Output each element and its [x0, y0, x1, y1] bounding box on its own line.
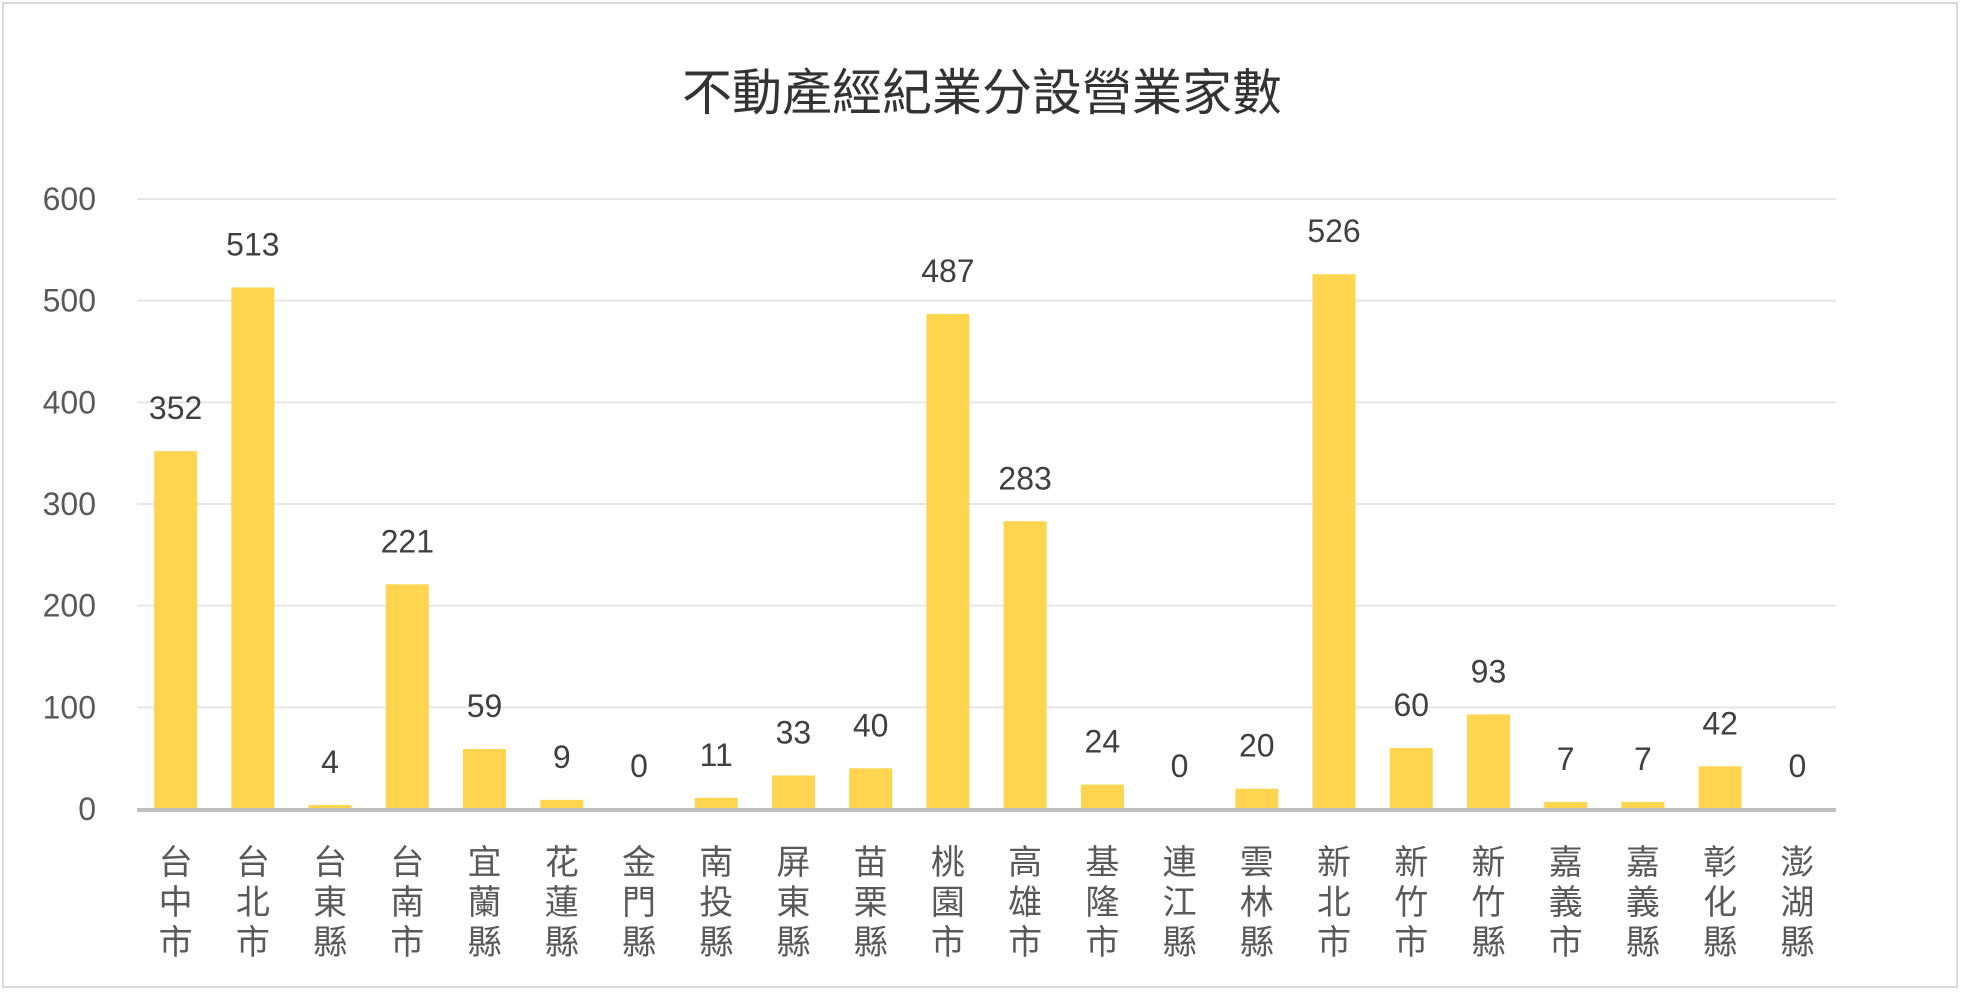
data-label: 221: [381, 523, 434, 559]
bar: [1003, 521, 1047, 809]
data-labels: 352 513 4 221 59 9 0 11 33 40 487 283 24 0 20 526 60 93 7 7…: [149, 213, 1806, 784]
x-tick-label: 嘉義市: [1549, 843, 1583, 963]
x-tick-label: 新竹縣: [1471, 843, 1505, 963]
y-tick-label: 100: [43, 689, 96, 725]
data-label: 487: [921, 253, 974, 289]
x-tick-label: 高雄市: [1008, 843, 1042, 963]
data-label: 59: [467, 688, 503, 724]
bars: [154, 274, 1742, 809]
x-tick-label: 宜蘭縣: [468, 843, 502, 963]
data-label: 93: [1471, 653, 1507, 689]
data-label: 526: [1307, 213, 1360, 249]
y-tick-label: 500: [43, 283, 96, 319]
data-label: 42: [1702, 705, 1738, 741]
bar: [849, 768, 893, 809]
x-tick-label: 雲林縣: [1240, 843, 1274, 963]
data-label: 24: [1085, 724, 1121, 760]
y-tick-label: 200: [43, 588, 96, 624]
bar: [1235, 788, 1279, 809]
x-tick-label: 台北市: [236, 843, 270, 963]
bar: [1312, 274, 1356, 809]
bar: [1544, 801, 1588, 809]
bar: [771, 775, 815, 809]
x-tick-label: 嘉義縣: [1626, 843, 1660, 963]
bar: [1698, 766, 1742, 809]
bar: [1466, 714, 1510, 809]
x-tick-label: 澎湖縣: [1780, 843, 1814, 963]
x-tick-label: 台南市: [390, 843, 424, 963]
y-axis-ticks: 0 100 200 300 400 500 600: [43, 181, 96, 827]
bar: [463, 749, 507, 809]
x-axis-labels: 台中市 台北市 台東縣 台南市 宜蘭縣 花蓮縣 金門縣 南投縣 屏東縣 苗栗縣 桃園市 高雄市 基隆市 連…: [159, 843, 1815, 963]
x-tick-label: 基隆市: [1085, 843, 1119, 963]
y-tick-label: 0: [78, 791, 96, 827]
bar: [1389, 748, 1433, 809]
bar: [1621, 801, 1665, 809]
data-label: 20: [1239, 728, 1275, 764]
x-tick-label: 新北市: [1317, 843, 1351, 963]
data-label: 40: [853, 707, 889, 743]
x-tick-label: 連江縣: [1163, 843, 1197, 963]
data-label: 7: [1557, 741, 1575, 777]
x-tick-label: 台東縣: [313, 843, 347, 963]
data-label: 513: [226, 226, 279, 262]
data-label: 0: [1788, 748, 1806, 784]
data-label: 33: [776, 714, 812, 750]
x-tick-label: 桃園市: [931, 843, 965, 963]
bar: [308, 804, 352, 809]
data-label: 60: [1393, 687, 1429, 723]
bar: [1080, 784, 1124, 809]
data-label: 4: [321, 744, 339, 780]
bar: [694, 797, 738, 809]
data-label: 283: [998, 460, 1051, 496]
y-tick-label: 400: [43, 384, 96, 420]
data-label: 9: [553, 739, 571, 775]
x-tick-label: 花蓮縣: [545, 843, 579, 963]
data-label: 352: [149, 390, 202, 426]
x-tick-label: 新竹市: [1394, 843, 1428, 963]
data-label: 0: [630, 748, 648, 784]
x-tick-label: 南投縣: [699, 843, 733, 963]
y-tick-label: 300: [43, 486, 96, 522]
bar: [154, 451, 198, 809]
x-tick-label: 金門縣: [622, 843, 656, 963]
chart-title: 不動產經紀業分設營業家數: [682, 64, 1282, 122]
x-tick-label: 彰化縣: [1703, 843, 1737, 963]
x-tick-label: 台中市: [159, 843, 193, 963]
x-tick-label: 屏東縣: [776, 843, 810, 963]
bar: [540, 799, 584, 809]
bar: [926, 313, 970, 809]
data-label: 11: [700, 737, 733, 773]
y-tick-label: 600: [43, 181, 96, 217]
data-label: 7: [1634, 741, 1652, 777]
bar: [385, 584, 429, 809]
bar: [231, 287, 275, 809]
data-label: 0: [1171, 748, 1189, 784]
x-tick-label: 苗栗縣: [854, 843, 888, 963]
